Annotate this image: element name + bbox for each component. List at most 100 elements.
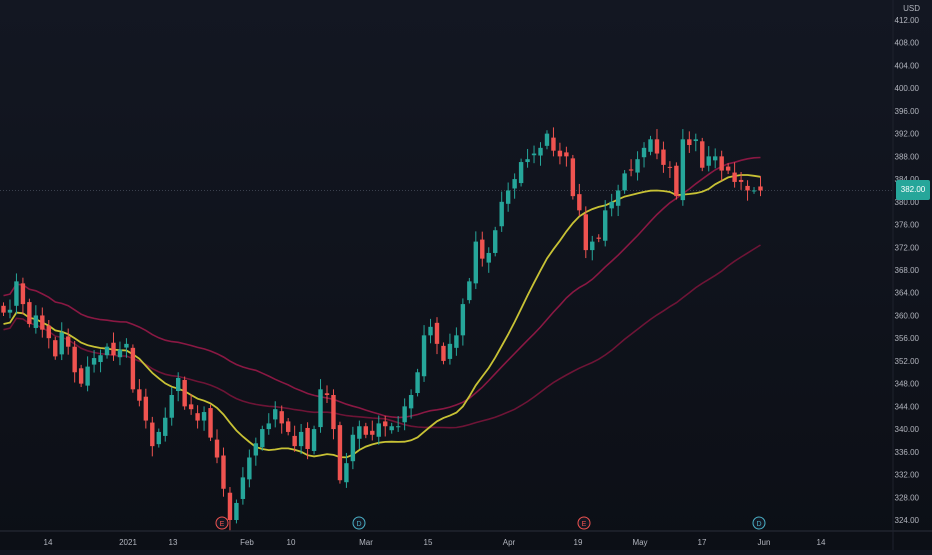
candle-body[interactable] — [182, 379, 187, 407]
candle-body[interactable] — [169, 395, 174, 418]
candle-body[interactable] — [383, 421, 388, 427]
candle-body[interactable] — [240, 477, 246, 499]
candle-body[interactable] — [609, 201, 614, 209]
candle-body[interactable] — [732, 172, 737, 182]
candle-body[interactable] — [421, 335, 427, 377]
candle-body[interactable] — [428, 326, 433, 336]
candle-body[interactable] — [738, 179, 744, 182]
candle-body[interactable] — [214, 439, 220, 458]
candle-body[interactable] — [111, 342, 116, 356]
candle-body[interactable] — [27, 302, 32, 324]
candle-body[interactable] — [713, 156, 718, 161]
candle-body[interactable] — [460, 304, 466, 336]
candle-body[interactable] — [130, 347, 136, 390]
candle-body[interactable] — [395, 426, 401, 428]
candle-body[interactable] — [525, 159, 530, 163]
candle-body[interactable] — [46, 325, 51, 339]
candle-body[interactable] — [667, 166, 673, 168]
candle-body[interactable] — [72, 346, 77, 373]
candle-body[interactable] — [441, 345, 446, 361]
candle-body[interactable] — [337, 425, 343, 481]
candle-body[interactable] — [564, 152, 569, 157]
candle-body[interactable] — [706, 156, 711, 166]
candle-body[interactable] — [285, 421, 291, 432]
candle-body[interactable] — [745, 185, 750, 191]
candle-body[interactable] — [227, 492, 233, 520]
event-marker[interactable] — [577, 516, 591, 530]
candle-body[interactable] — [544, 133, 550, 146]
candle-body[interactable] — [499, 201, 504, 227]
candle-body[interactable] — [531, 153, 537, 156]
candles-layer[interactable] — [1, 127, 763, 531]
candle-body[interactable] — [687, 139, 692, 145]
candle-body[interactable] — [370, 430, 375, 435]
candle-body[interactable] — [20, 283, 26, 305]
candle-body[interactable] — [648, 139, 653, 152]
candle-body[interactable] — [590, 241, 595, 251]
candle-body[interactable] — [350, 434, 356, 462]
candle-body[interactable] — [66, 336, 71, 347]
candle-body[interactable] — [674, 165, 679, 197]
candle-body[interactable] — [104, 346, 110, 356]
candle-body[interactable] — [434, 322, 440, 344]
candle-body[interactable] — [570, 158, 576, 197]
candle-body[interactable] — [201, 412, 207, 421]
candle-body[interactable] — [318, 389, 323, 428]
candle-body[interactable] — [1, 305, 6, 313]
candle-body[interactable] — [260, 429, 265, 448]
candle-body[interactable] — [324, 393, 330, 395]
candle-body[interactable] — [467, 281, 472, 301]
candle-body[interactable] — [408, 395, 414, 409]
candle-body[interactable] — [680, 139, 686, 201]
candle-body[interactable] — [615, 190, 621, 206]
price-axis[interactable]: 412.00 408.00 404.00 400.00 396.00 392.00 388.… — [895, 16, 920, 525]
candle-body[interactable] — [195, 413, 200, 421]
candle-body[interactable] — [344, 463, 349, 483]
candle-body[interactable] — [33, 315, 39, 328]
candle-body[interactable] — [518, 162, 524, 184]
candle-body[interactable] — [725, 166, 731, 171]
candle-body[interactable] — [512, 179, 517, 189]
candle-body[interactable] — [208, 408, 213, 438]
candle-body[interactable] — [137, 389, 142, 401]
candle-body[interactable] — [279, 411, 284, 424]
candle-body[interactable] — [234, 502, 239, 520]
candle-body[interactable] — [577, 194, 582, 211]
candle-body[interactable] — [85, 366, 90, 386]
candle-body[interactable] — [14, 281, 19, 306]
event-marker[interactable] — [215, 516, 229, 530]
candle-body[interactable] — [635, 159, 640, 173]
candle-body[interactable] — [188, 404, 194, 410]
candle-body[interactable] — [693, 139, 698, 142]
candle-body[interactable] — [59, 332, 64, 355]
candle-body[interactable] — [758, 186, 763, 191]
candle-body[interactable] — [175, 377, 181, 392]
event-marker[interactable] — [352, 516, 366, 530]
candle-body[interactable] — [622, 173, 627, 191]
candle-body[interactable] — [40, 315, 45, 330]
candle-body[interactable] — [447, 343, 453, 359]
candle-body[interactable] — [221, 455, 226, 489]
candle-body[interactable] — [357, 426, 362, 439]
candle-body[interactable] — [376, 423, 381, 437]
candle-body[interactable] — [583, 214, 588, 251]
candle-body[interactable] — [661, 149, 666, 165]
candle-body[interactable] — [305, 427, 310, 449]
candle-body[interactable] — [719, 156, 724, 171]
candle-body[interactable] — [253, 443, 259, 456]
candle-body[interactable] — [402, 406, 407, 423]
candle-body[interactable] — [7, 309, 13, 313]
candle-body[interactable] — [78, 368, 84, 384]
candle-body[interactable] — [538, 147, 543, 156]
candle-body[interactable] — [480, 239, 485, 259]
candle-body[interactable] — [273, 409, 278, 420]
time-axis[interactable]: 14 2021 13 Feb 10 Mar 15 Apr 19 May 17 Jun 14 — [44, 538, 826, 547]
candle-body[interactable] — [124, 343, 129, 348]
candle-body[interactable] — [91, 358, 97, 365]
candle-body[interactable] — [486, 252, 491, 263]
candle-body[interactable] — [751, 190, 757, 192]
candle-body[interactable] — [389, 426, 394, 431]
